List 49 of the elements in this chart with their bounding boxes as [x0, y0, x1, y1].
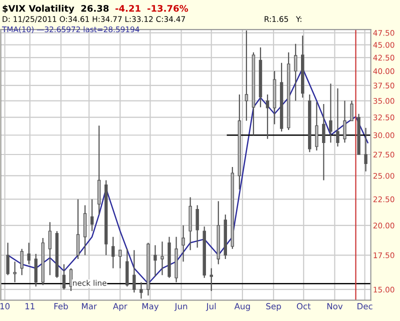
candlestick: [336, 88, 340, 148]
x-tick-label: Mar: [82, 303, 97, 310]
x-tick-label: Jun: [174, 303, 188, 311]
text: 26.38: [81, 4, 109, 12]
x-tick-label: Sep: [266, 303, 281, 311]
x-tick-label: Oct: [296, 303, 311, 310]
candlestick: [112, 236, 115, 269]
candlestick: [126, 248, 129, 288]
candlestick: [196, 204, 199, 248]
x-tick-label: Feb: [54, 302, 68, 310]
candlestick: [76, 198, 80, 260]
candlestick: [20, 248, 24, 276]
candlestick: [154, 244, 157, 278]
candlestick: [160, 241, 164, 276]
candlestick: [350, 100, 354, 122]
candlestick: [182, 224, 185, 262]
candlestick: [266, 94, 270, 140]
candlestick: [62, 264, 66, 290]
line-series: [7, 68, 368, 284]
x-tick-label: 11: [25, 303, 34, 310]
text: -4.21: [115, 4, 140, 12]
candlestick: [329, 83, 332, 144]
candlestick: [140, 282, 143, 300]
candlestick: [118, 250, 122, 269]
candlestick: [83, 204, 87, 256]
candlestick: [34, 253, 38, 288]
candlestick: [315, 102, 318, 152]
x-tick-label: 10: [0, 303, 10, 310]
candlestick: [244, 30, 248, 122]
candlestick: [27, 242, 30, 265]
x-tick-label: Dec: [358, 303, 372, 310]
candlestick: [6, 242, 10, 276]
x-tick-label: Jul: [206, 302, 216, 311]
x-tick-label: Aug: [234, 303, 250, 311]
x-tick-label: Apr: [112, 303, 128, 311]
chart-title: $VIX Volatility: [2, 4, 74, 14]
x-tick-label: Nov: [327, 303, 343, 310]
candlestick: [13, 261, 16, 283]
candlestick: [364, 127, 368, 172]
candlestick: [90, 198, 94, 232]
x-tick-label: May: [142, 303, 159, 311]
candlestick: [294, 43, 298, 102]
candlestick: [48, 222, 52, 276]
candlestick: [97, 125, 101, 216]
candlestick: [210, 268, 213, 292]
candlestick: [343, 100, 346, 144]
text: -13.76%: [147, 4, 188, 12]
candlestick: [322, 103, 326, 181]
candlestick: [132, 250, 136, 294]
